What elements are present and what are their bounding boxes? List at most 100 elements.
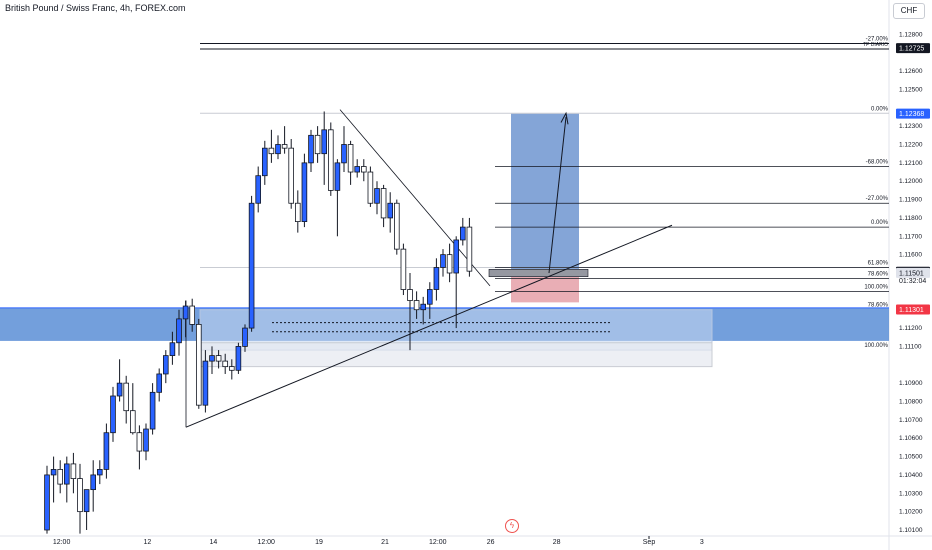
time-axis[interactable]: 12:00 12 14 12:00 19 21 12:00 26 28 Sep 3 xyxy=(53,536,704,546)
arrow-head-icon xyxy=(560,111,569,125)
candle-body xyxy=(228,366,235,371)
candle-body xyxy=(426,289,433,305)
candle-body xyxy=(400,248,407,290)
candle-body xyxy=(176,318,182,344)
fib-label: 100.00% xyxy=(864,284,888,290)
zones-layer xyxy=(0,113,889,368)
candle-body xyxy=(209,355,215,362)
candles-layer xyxy=(44,111,473,534)
price-tick-label: 1.10200 xyxy=(899,509,923,516)
candle-body xyxy=(367,171,374,204)
candle-body xyxy=(314,134,321,155)
candle-body xyxy=(195,323,202,406)
candle-body xyxy=(83,489,90,513)
time-tick-label: 12:00 xyxy=(53,539,71,546)
candle-body xyxy=(387,202,393,219)
candle-body xyxy=(308,134,314,164)
candle-body xyxy=(162,355,169,375)
candle-body xyxy=(189,305,196,325)
price-tick-label: 1.10100 xyxy=(899,527,923,534)
price-badge xyxy=(896,275,930,286)
price-tick-label: 1.11100 xyxy=(899,343,922,350)
entry-bar[interactable] xyxy=(488,269,589,277)
price-tick-label: 1.12300 xyxy=(899,123,923,130)
price-tick-label: 1.10700 xyxy=(899,417,923,424)
price-tick-label: 1.12600 xyxy=(899,68,923,75)
candle-body xyxy=(90,474,97,491)
time-tick-label: 12:00 xyxy=(257,539,275,546)
candle-body xyxy=(149,391,156,430)
price-tick-label: 1.10500 xyxy=(899,454,923,461)
fib-label: 78.60% xyxy=(868,272,889,278)
time-tick-label: 26 xyxy=(487,539,495,546)
candle-body xyxy=(327,129,334,191)
lightning-icon[interactable]: ϟ xyxy=(505,519,519,533)
currency-button[interactable]: CHF xyxy=(893,3,925,19)
drawing-lines-layer[interactable] xyxy=(185,43,889,428)
candle-body xyxy=(97,469,103,476)
candle-body xyxy=(136,432,143,452)
time-tick-label: 21 xyxy=(381,539,389,546)
time-tick-label: 19 xyxy=(315,539,323,546)
candle-body xyxy=(50,469,57,476)
price-tick-label: 1.12800 xyxy=(899,31,923,38)
price-badge-label: 1.11301 xyxy=(899,307,924,314)
candle-body xyxy=(301,162,308,223)
fib-label: 78.60% xyxy=(868,303,889,309)
candle-body xyxy=(242,327,248,347)
time-tick-label: 3 xyxy=(700,539,704,546)
candle-body xyxy=(123,382,130,412)
candle-body xyxy=(235,346,242,371)
price-badge xyxy=(896,108,930,119)
candle-body xyxy=(268,147,275,155)
price-tick-label: 1.11900 xyxy=(899,197,922,204)
price-badges-layer: 1.127251.123681.1150701:32:041.115011.11… xyxy=(896,43,930,315)
time-tick-label: 28 xyxy=(553,539,561,546)
time-tick-label: Sep xyxy=(643,539,656,546)
candle-body xyxy=(169,342,176,357)
price-tick-label: 1.12100 xyxy=(899,160,923,167)
projection-arrow[interactable] xyxy=(548,116,567,274)
candle-body xyxy=(294,202,301,223)
price-tick-label: 1.10800 xyxy=(899,399,923,406)
fib-label: 61.80% xyxy=(868,260,889,266)
trendline-support[interactable] xyxy=(185,224,673,428)
symbol-title[interactable]: British Pound / Swiss Franc, 4h, FOREX.c… xyxy=(5,3,186,13)
fib-zone-box-2[interactable] xyxy=(199,342,713,368)
candle-body xyxy=(341,144,347,164)
candle-body xyxy=(334,162,341,191)
candle-body xyxy=(182,305,189,320)
price-tick-label: 1.11600 xyxy=(899,252,922,259)
fib-labels-layer: -27.00%TP DIARIO0.00%-68.00%-27.00%0.00%… xyxy=(863,37,889,350)
candle-body xyxy=(248,202,255,329)
candle-body xyxy=(453,239,459,274)
price-badge xyxy=(896,304,930,315)
price-tick-label: 1.11800 xyxy=(899,215,922,222)
candle-body xyxy=(222,360,229,368)
candle-body xyxy=(275,144,281,155)
candle-body xyxy=(347,144,354,173)
price-badge-label: 01:32:04 xyxy=(899,278,926,285)
candle-body xyxy=(374,188,380,204)
fib-label: 0.00% xyxy=(871,220,889,226)
candle-body xyxy=(446,254,453,274)
candle-body xyxy=(360,166,367,173)
price-axis[interactable]: 1.12800 1.12600 1.12500 1.12300 1.12200 1.121… xyxy=(899,31,923,534)
target-zone[interactable] xyxy=(511,113,579,270)
candle-body xyxy=(110,395,116,434)
time-tick-label: 12:00 xyxy=(429,539,447,546)
candle-body xyxy=(255,175,262,204)
fib-label: -27.00% xyxy=(866,37,889,43)
candle-body xyxy=(288,147,294,204)
price-tick-label: 1.10900 xyxy=(899,380,923,387)
trendline-resistance[interactable] xyxy=(339,109,491,287)
candle-body xyxy=(70,463,77,479)
candle-body xyxy=(407,289,413,301)
candle-body xyxy=(156,373,163,393)
candle-body xyxy=(202,360,209,406)
candle-body xyxy=(380,188,387,219)
price-badge-label: 1.12725 xyxy=(899,46,924,53)
